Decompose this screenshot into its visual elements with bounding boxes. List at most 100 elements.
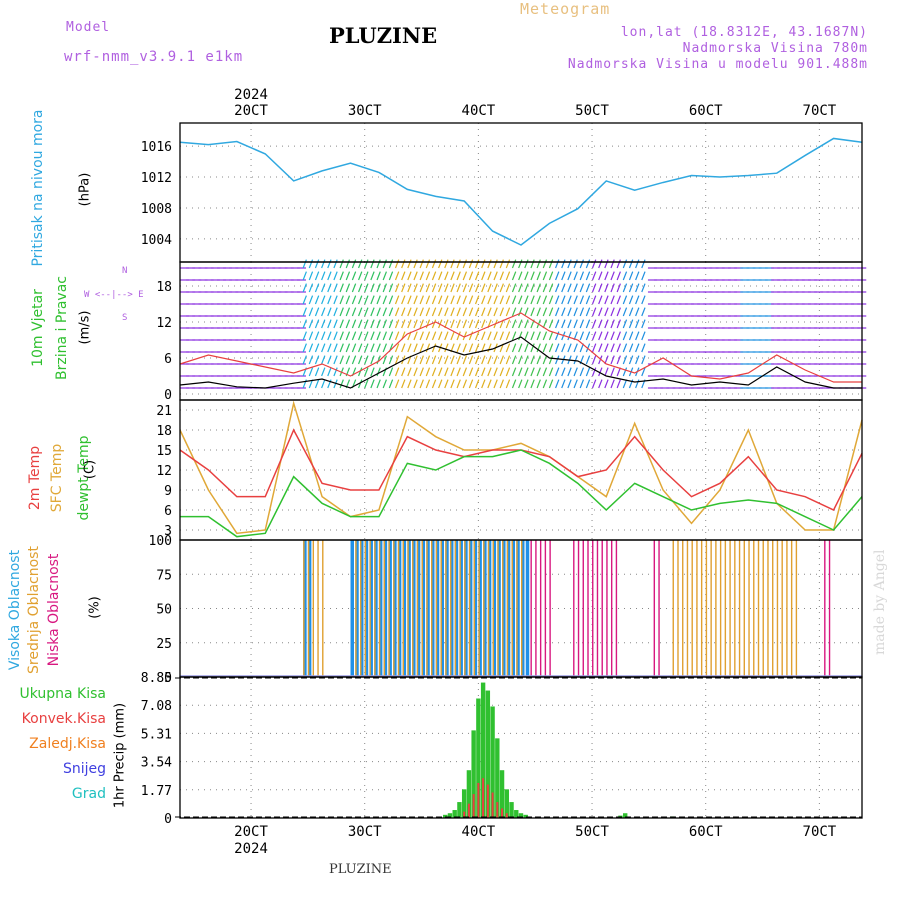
wind-vector bbox=[474, 307, 480, 317]
wind-vector bbox=[542, 367, 548, 377]
wind-vector bbox=[345, 355, 351, 365]
wind-vector bbox=[462, 259, 468, 269]
cloud-bar-mid bbox=[307, 540, 310, 677]
footer-station: PLUZINE bbox=[329, 862, 392, 877]
wind-vector bbox=[524, 367, 529, 377]
wind-vector bbox=[511, 319, 517, 329]
wind-vector bbox=[314, 319, 320, 329]
wind-vector bbox=[327, 307, 332, 317]
wind-vector bbox=[308, 295, 314, 305]
wind-vector bbox=[327, 283, 332, 293]
wind-vector bbox=[462, 319, 468, 329]
cloud-bar-mid bbox=[445, 540, 447, 677]
wind-vector bbox=[518, 379, 523, 389]
wind-vector bbox=[622, 307, 628, 317]
wind-vector bbox=[511, 271, 517, 281]
wind-vector bbox=[388, 355, 394, 365]
cloud-bar-high bbox=[506, 540, 511, 677]
wind-vector bbox=[542, 259, 548, 269]
wind-vector bbox=[419, 283, 424, 293]
wind-vector bbox=[413, 319, 418, 329]
wind-speed-line bbox=[179, 336, 862, 389]
wind-vector bbox=[302, 319, 307, 329]
cloud-bar-high bbox=[445, 540, 449, 677]
cloud-bar-mid bbox=[724, 540, 727, 677]
y-tick-label-4: 0 bbox=[164, 812, 172, 827]
wind-vector bbox=[357, 283, 363, 293]
wind-vector bbox=[518, 343, 523, 353]
wind-vector bbox=[382, 259, 387, 269]
wind-vector bbox=[487, 343, 492, 353]
wind-vector bbox=[641, 331, 646, 341]
wind-vector bbox=[468, 283, 474, 293]
cloud-bar-low bbox=[587, 540, 589, 677]
wind-vector bbox=[394, 283, 400, 293]
wind-vector bbox=[370, 319, 375, 329]
wind-vector bbox=[604, 307, 609, 317]
wind-vector bbox=[573, 271, 578, 281]
cloud-bar-high bbox=[383, 540, 388, 677]
wind-vector bbox=[591, 307, 597, 317]
wind-vector bbox=[616, 307, 621, 317]
wind-vector bbox=[635, 259, 640, 269]
wind-vector bbox=[604, 319, 609, 329]
y-tick-label-0: 1004 bbox=[141, 233, 172, 248]
wind-vector bbox=[462, 343, 468, 353]
wind-vector bbox=[364, 331, 369, 341]
panel-frame-0 bbox=[179, 122, 863, 263]
wind-vector bbox=[548, 379, 554, 389]
wind-vector bbox=[518, 355, 523, 365]
wind-vector bbox=[468, 319, 474, 329]
wind-vector bbox=[628, 343, 634, 353]
wind-vector bbox=[610, 319, 615, 329]
wind-vector bbox=[518, 259, 523, 269]
wind-vector bbox=[481, 271, 486, 281]
wind-vector bbox=[333, 271, 338, 281]
coords-label: lon,lat (18.8312E, 43.1687N) bbox=[620, 25, 868, 40]
wind-vector bbox=[450, 271, 455, 281]
wind-vector bbox=[327, 331, 332, 341]
wind-vector bbox=[511, 307, 517, 317]
wind-vector bbox=[302, 259, 307, 269]
wind-vector bbox=[635, 319, 640, 329]
wind-vector bbox=[499, 355, 504, 365]
wind-vector bbox=[444, 355, 449, 365]
wind-vector bbox=[413, 379, 418, 389]
wind-vector bbox=[333, 343, 338, 353]
cloud-bar-high bbox=[502, 540, 506, 677]
wind-vector bbox=[641, 367, 646, 377]
wind-vector bbox=[511, 259, 517, 269]
wind-vector bbox=[604, 295, 609, 305]
wind-vector bbox=[419, 331, 424, 341]
wind-vector bbox=[413, 331, 418, 341]
wind-vector bbox=[407, 295, 412, 305]
wind-vector bbox=[370, 295, 375, 305]
wind-vector bbox=[548, 283, 554, 293]
wind-vector bbox=[567, 295, 572, 305]
wind-vector bbox=[425, 343, 431, 353]
wind-vector bbox=[635, 283, 640, 293]
cloud-bar-mid bbox=[426, 540, 428, 677]
wind-vector bbox=[493, 271, 498, 281]
wind-vector bbox=[407, 379, 412, 389]
wind-vector bbox=[357, 319, 363, 329]
wind-vector bbox=[524, 379, 529, 389]
wind-vector bbox=[542, 319, 548, 329]
wind-vector bbox=[407, 367, 412, 377]
model-elevation-label: Nadmorska Visina u modelu 901.488m bbox=[567, 57, 868, 72]
wind-vector bbox=[628, 319, 634, 329]
wind-vector bbox=[308, 259, 314, 269]
wind-vector bbox=[376, 259, 381, 269]
cloud-bar-low bbox=[653, 540, 656, 677]
wind-vector bbox=[438, 283, 443, 293]
pressure-line bbox=[179, 137, 863, 246]
wind-vector bbox=[431, 319, 437, 329]
wind-vector bbox=[518, 367, 523, 377]
elevation-label: Nadmorska Visina 780m bbox=[682, 41, 868, 56]
wind-vector bbox=[388, 319, 394, 329]
wind-vector bbox=[493, 367, 498, 377]
wind-vector bbox=[468, 379, 474, 389]
x-top-tick-label: 20CT bbox=[234, 103, 268, 119]
wind-vector bbox=[585, 355, 591, 365]
wind-vector bbox=[394, 295, 400, 305]
